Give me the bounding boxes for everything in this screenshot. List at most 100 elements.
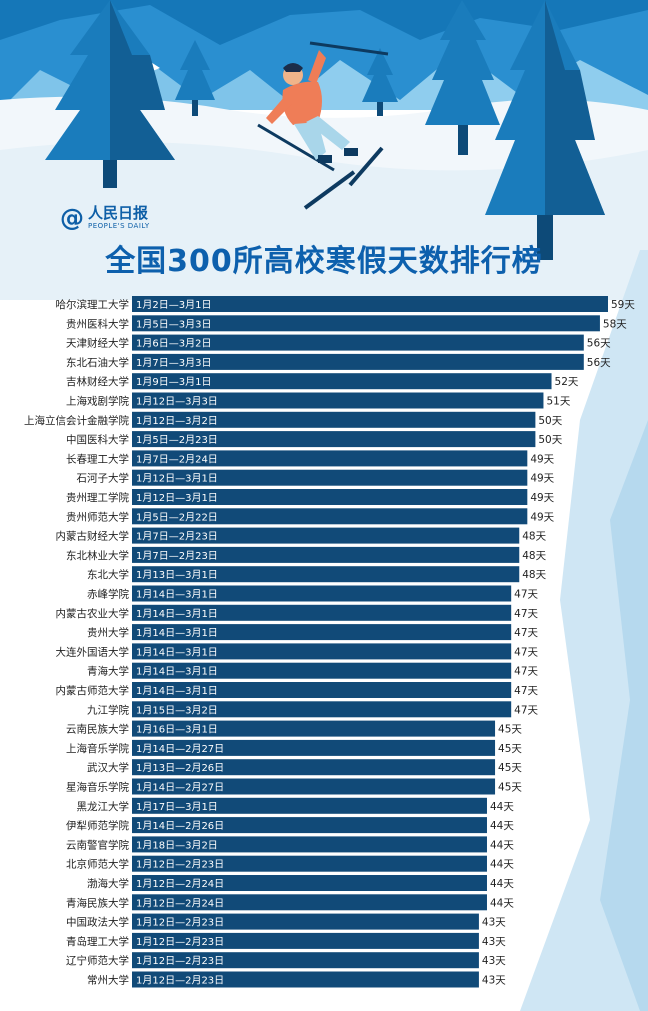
bar: [132, 817, 487, 834]
bar: [132, 489, 528, 505]
value-label: 47天: [514, 627, 538, 639]
date-range-label: 1月9日—3月1日: [136, 376, 211, 388]
date-range-label: 1月12日—2月23日: [136, 955, 224, 967]
category-label: 星海音乐学院: [66, 781, 129, 794]
brand-name-cn: 人民日报: [88, 204, 149, 222]
bar: [132, 778, 496, 795]
value-label: 47天: [514, 608, 538, 620]
date-range-label: 1月14日—2月27日: [136, 743, 224, 755]
category-label: 内蒙古师范大学: [56, 684, 130, 697]
value-label: 43天: [482, 975, 506, 987]
bar: [132, 566, 520, 583]
date-range-label: 1月14日—3月1日: [136, 646, 218, 658]
value-label: 49天: [530, 473, 554, 485]
value-label: 49天: [530, 511, 554, 523]
category-label: 青海民族大学: [66, 896, 129, 909]
date-range-label: 1月14日—3月1日: [136, 589, 218, 601]
category-label: 贵州师范大学: [66, 510, 129, 523]
date-range-label: 1月14日—3月1日: [136, 608, 218, 620]
date-range-label: 1月5日—2月22日: [136, 511, 218, 523]
bar: [132, 836, 487, 853]
category-label: 常州大学: [87, 974, 129, 987]
value-label: 44天: [490, 859, 514, 871]
category-label: 伊犁师范学院: [66, 819, 129, 832]
date-range-label: 1月2日—3月1日: [136, 299, 211, 311]
category-label: 东北大学: [87, 568, 129, 581]
value-label: 47天: [514, 666, 538, 678]
chart-title: 全国300所高校寒假天数排行榜: [105, 244, 543, 279]
category-label: 石河子大学: [77, 472, 130, 485]
value-label: 44天: [490, 878, 514, 890]
category-label: 武汉大学: [87, 761, 129, 774]
value-label: 45天: [498, 743, 522, 755]
category-label: 渤海大学: [87, 877, 129, 890]
value-label: 45天: [498, 782, 522, 794]
bar: [132, 527, 520, 544]
bar: [132, 315, 600, 332]
value-label: 47天: [514, 646, 538, 658]
bar: [132, 373, 552, 390]
category-label: 东北石油大学: [66, 356, 129, 369]
date-range-label: 1月18日—3月2日: [136, 839, 218, 851]
value-label: 44天: [490, 839, 514, 851]
date-range-label: 1月12日—2月23日: [136, 936, 224, 948]
bar: [132, 662, 512, 679]
category-label: 青岛理工大学: [66, 935, 129, 948]
category-label: 内蒙古财经大学: [56, 530, 130, 543]
bar: [132, 701, 512, 718]
category-label: 九江学院: [87, 703, 129, 716]
category-label: 内蒙古农业大学: [56, 607, 130, 620]
category-label: 哈尔滨理工大学: [56, 298, 130, 311]
bar: [132, 913, 479, 930]
category-label: 中国医科大学: [66, 433, 129, 446]
category-label: 贵州大学: [87, 626, 129, 639]
value-label: 49天: [530, 453, 554, 465]
date-range-label: 1月12日—3月2日: [136, 415, 218, 427]
category-label: 吉林财经大学: [66, 375, 129, 388]
value-label: 47天: [514, 704, 538, 716]
at-logo-icon: @: [60, 204, 84, 232]
date-range-label: 1月14日—3月1日: [136, 685, 218, 697]
date-range-label: 1月7日—2月23日: [136, 531, 218, 543]
category-label: 赤峰学院: [87, 588, 129, 601]
date-range-label: 1月12日—2月23日: [136, 975, 224, 987]
bar: [132, 392, 544, 409]
date-range-label: 1月12日—2月24日: [136, 878, 224, 890]
date-range-label: 1月14日—2月26日: [136, 820, 224, 832]
brand-text: 人民日报 PEOPLE'S DAILY: [88, 206, 150, 230]
category-label: 黑龙江大学: [77, 800, 130, 813]
value-label: 50天: [538, 434, 562, 446]
value-label: 43天: [482, 917, 506, 929]
category-label: 云南警官学院: [66, 838, 129, 851]
category-label: 青海大学: [87, 665, 129, 678]
value-label: 48天: [522, 569, 546, 581]
bar: [132, 508, 528, 525]
bar: [132, 855, 487, 872]
value-label: 45天: [498, 724, 522, 736]
bar: [132, 971, 479, 988]
bar: [132, 759, 496, 776]
bar: [132, 797, 487, 814]
bar: [132, 682, 512, 698]
bar: [132, 353, 584, 370]
bar: [132, 296, 608, 312]
value-label: 51天: [546, 396, 570, 408]
brand-logo: @ 人民日报 PEOPLE'S DAILY: [60, 204, 150, 232]
date-range-label: 1月13日—2月26日: [136, 762, 224, 774]
bar: [132, 739, 496, 756]
value-label: 50天: [538, 415, 562, 427]
date-range-label: 1月12日—2月23日: [136, 917, 224, 929]
date-range-label: 1月13日—3月1日: [136, 569, 218, 581]
date-range-label: 1月14日—3月1日: [136, 627, 218, 639]
bar: [132, 411, 536, 428]
value-label: 49天: [530, 492, 554, 504]
value-label: 44天: [490, 897, 514, 909]
brand-name-en: PEOPLE'S DAILY: [88, 222, 150, 230]
category-label: 上海音乐学院: [66, 742, 129, 755]
date-range-label: 1月5日—3月3日: [136, 318, 211, 330]
bar: [132, 894, 487, 911]
bar: [132, 604, 512, 621]
